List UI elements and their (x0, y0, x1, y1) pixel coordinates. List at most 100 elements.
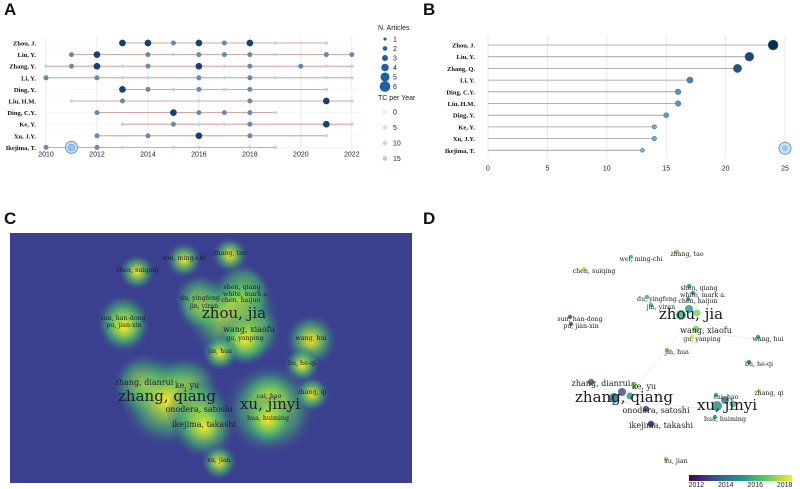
author-label: Liu, Y. (18, 52, 37, 59)
author-node (647, 420, 655, 428)
author-node-cluster (693, 309, 701, 317)
author-node (756, 388, 762, 394)
panel-label-a: A (4, 0, 17, 19)
author-node-label: bu, he-qi (745, 361, 773, 368)
author-node-label: pu, jian-xin (563, 323, 599, 330)
author-node (676, 310, 686, 320)
author-node-label: zhang, qi (297, 389, 326, 396)
author-node-label: xu, jinyi (240, 395, 300, 413)
article-dot (222, 76, 227, 80)
article-dot (350, 122, 354, 126)
legend-size-label: 5 (393, 74, 397, 81)
author-label: Ikejima, T. (6, 145, 37, 152)
author-node (674, 249, 680, 255)
x-tick-label: 2016 (191, 151, 207, 158)
legend-size-dot (381, 63, 389, 72)
legend-size-dot (382, 46, 388, 51)
article-dot (247, 63, 253, 69)
legend-bubble-icon-inner (782, 145, 788, 152)
author-node-label: cai, hao (714, 394, 739, 401)
legend-tick-label: 2018 (777, 482, 793, 489)
article-dot (94, 133, 100, 139)
article-dot (196, 86, 202, 92)
x-tick-label: 2014 (140, 151, 156, 158)
author-node (644, 294, 650, 300)
article-dot (273, 145, 278, 150)
x-tick-label: 5 (545, 165, 549, 172)
legend-color-dot (382, 140, 388, 146)
x-tick-label: 2022 (344, 151, 360, 158)
lollipop-dot (733, 63, 742, 73)
article-dot (350, 76, 354, 80)
author-node (712, 401, 722, 411)
author-label: Liu, H.M. (9, 99, 37, 106)
article-dot (94, 110, 100, 116)
author-node (581, 266, 587, 272)
author-node-label: zhou, jia (202, 304, 266, 322)
article-dot (69, 99, 74, 103)
network-edge (623, 318, 692, 403)
lollipop-dot (744, 52, 755, 62)
article-dot (197, 145, 201, 150)
article-dot (94, 75, 100, 81)
article-dot (196, 110, 202, 116)
legend-size-label: 1 (393, 36, 397, 43)
author-label: Zhou, J. (452, 43, 475, 50)
article-dot (273, 110, 278, 115)
author-label: Li, Y. (460, 78, 475, 85)
article-dot (247, 86, 253, 92)
chart-d-overlay-network: zhang, tao wei, ming-chi chen, suiqing shen… (557, 249, 793, 489)
article-dot (195, 39, 203, 47)
article-dot (119, 86, 126, 93)
author-node-label: wang, xiaofu (223, 325, 275, 334)
author-node-label: gu, yanping (683, 336, 721, 343)
chart-a-authors-over-time: Zhou, J. Liu, Y. Zhang, Y. Li, Y. Ding, Y. Li… (6, 25, 416, 163)
author-node (664, 347, 670, 353)
article-dot (93, 62, 101, 70)
author-node (663, 456, 669, 462)
legend-size-dot (380, 72, 390, 82)
author-node-cluster (685, 305, 693, 313)
article-dot (322, 97, 330, 105)
article-dot (144, 39, 152, 47)
author-node-cluster (721, 396, 729, 404)
article-dot (196, 75, 202, 81)
author-node (587, 378, 595, 386)
article-dot (323, 52, 329, 58)
author-node-label: zhou, jia (659, 305, 723, 323)
article-dot (120, 145, 125, 150)
article-dot-inner (67, 143, 76, 151)
article-dot (145, 52, 151, 58)
lollipop-dot (675, 100, 682, 107)
x-tick-label: 2018 (242, 151, 258, 158)
article-dot (197, 122, 201, 126)
article-dot (171, 87, 176, 92)
legend-tick-label: 2014 (718, 482, 734, 489)
author-node (648, 302, 654, 308)
author-node (568, 321, 574, 327)
article-dot (221, 40, 227, 46)
legend-size-label: 4 (393, 65, 397, 72)
author-node-label: chen, suiqing (573, 268, 616, 275)
lollipop-dot (663, 112, 669, 118)
author-node-label: zhang, qi (754, 390, 783, 397)
legend-size-dot (379, 81, 391, 92)
article-dot (145, 133, 151, 139)
author-label: Xu, J.Y. (14, 133, 37, 140)
article-dot (195, 62, 203, 70)
article-dot (273, 76, 278, 80)
density-blob (294, 376, 330, 412)
author-node (713, 392, 719, 398)
author-node-label: white, mark a. (680, 292, 726, 299)
author-node-label: sun, han-dong (100, 315, 145, 322)
legend-size-label: 3 (393, 55, 397, 62)
author-label: Ikejima, T. (445, 148, 476, 155)
legend-color-dot (382, 156, 388, 161)
article-dot (145, 63, 151, 69)
author-node-label: cai, hao (257, 393, 282, 400)
author-node (689, 334, 695, 340)
network-edge (705, 332, 769, 342)
author-node (567, 314, 573, 320)
article-dot (120, 122, 125, 126)
author-label: Ke, Y. (458, 124, 475, 131)
